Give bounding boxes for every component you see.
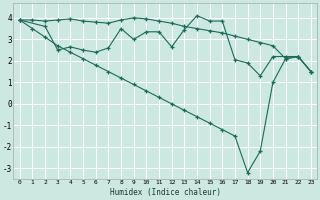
X-axis label: Humidex (Indice chaleur): Humidex (Indice chaleur)	[110, 188, 221, 197]
